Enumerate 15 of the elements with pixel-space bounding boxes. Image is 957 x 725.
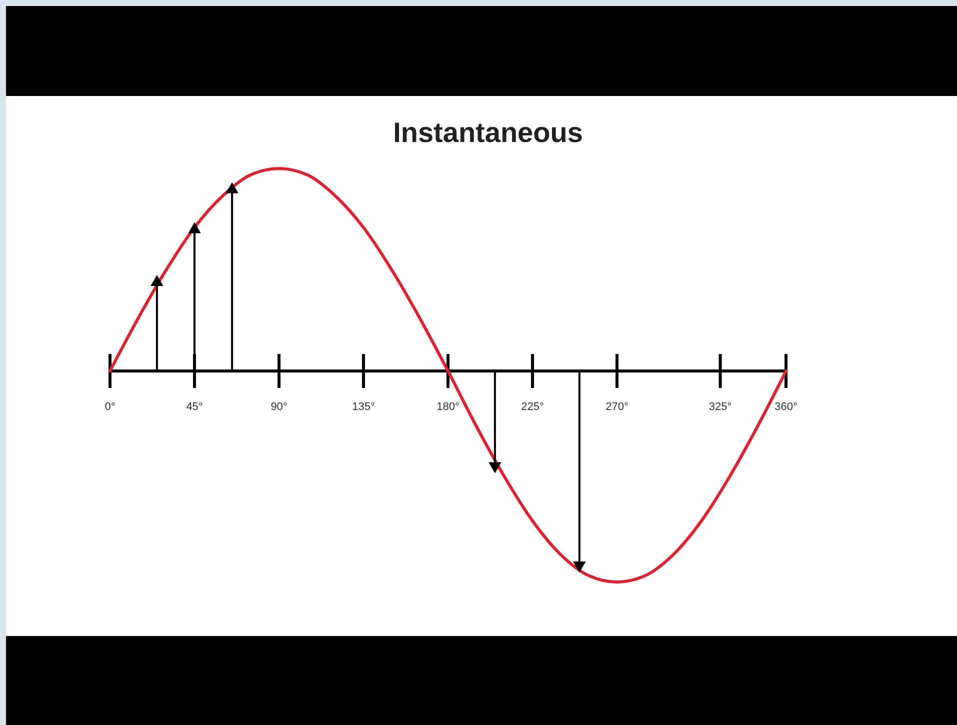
chart-title: Instantaneous [393, 117, 583, 148]
x-tick-label: 325° [708, 400, 732, 413]
point [573, 561, 586, 572]
x-tick-label: 180° [436, 400, 460, 413]
x-tick-label: 270° [606, 400, 628, 413]
x-tick-label: 90° [270, 400, 288, 413]
point [488, 462, 502, 474]
x-tick-label: 0° [104, 400, 116, 413]
point [150, 275, 164, 286]
x-tick-label: 360° [774, 400, 798, 413]
point [188, 222, 201, 234]
x-tick-label: 135° [352, 400, 375, 413]
point [226, 182, 238, 194]
x-tick-label: 45° [186, 400, 203, 413]
x-tick-label: 225° [521, 400, 544, 413]
